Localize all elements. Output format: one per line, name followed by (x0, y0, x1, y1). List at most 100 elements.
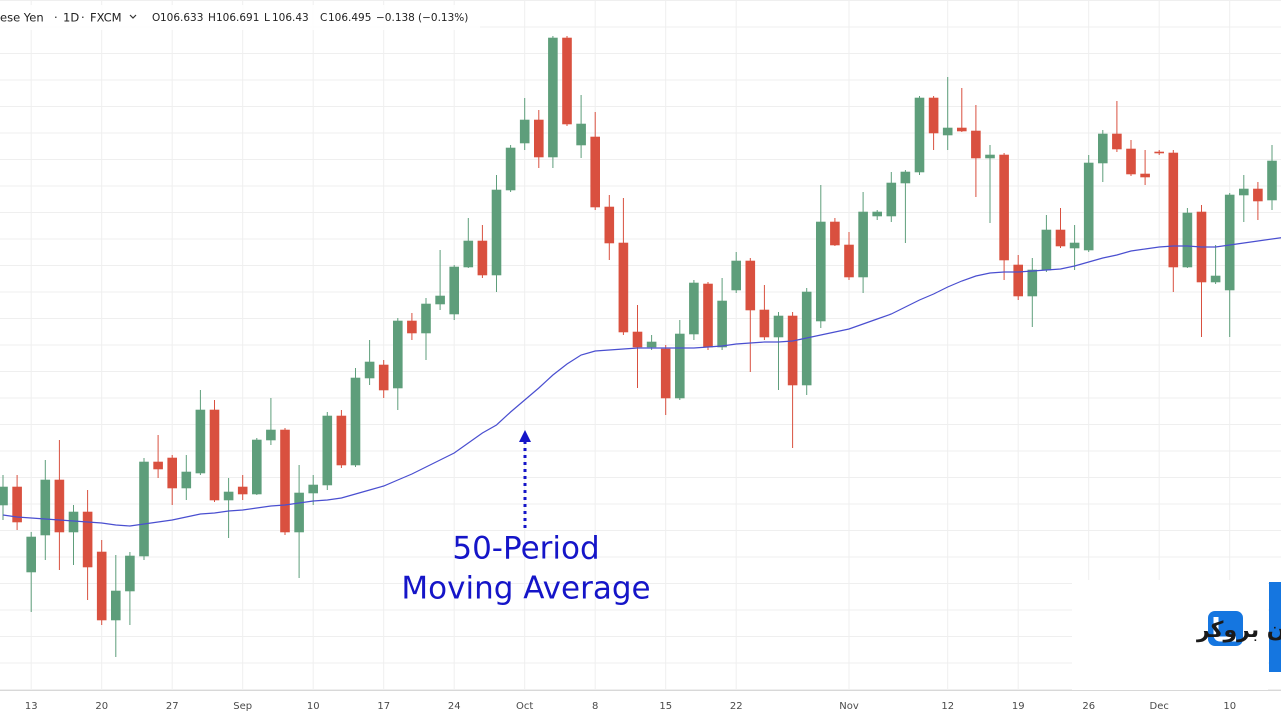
ohlc-letter: H (208, 12, 216, 24)
candle-body (717, 300, 727, 348)
candle-body (223, 491, 234, 501)
x-tick-label: 17 (377, 701, 390, 712)
candle-body (364, 361, 375, 379)
candle-body (252, 439, 262, 495)
x-tick-label: 20 (95, 701, 108, 712)
x-tick-label: 27 (166, 701, 179, 712)
logo-mark (1213, 617, 1236, 642)
ohlc-value: 106.691 (216, 12, 259, 24)
candle-body (886, 182, 897, 217)
candle-body (787, 315, 798, 386)
candle-body (1126, 148, 1136, 175)
x-tick-label: 10 (1223, 701, 1236, 712)
ohlc-letter: L (264, 12, 270, 24)
x-tick-label: 13 (25, 701, 38, 712)
candle-body (40, 479, 51, 536)
candle-body (914, 97, 925, 173)
candle-body (392, 320, 403, 389)
candle-body (1112, 133, 1122, 150)
candle-body (1069, 242, 1080, 249)
candle-body (858, 211, 868, 278)
x-tick-label: 26 (1082, 701, 1095, 712)
candle-body (1210, 275, 1221, 283)
x-tick-label: Dec (1150, 701, 1169, 712)
candle-body (1013, 264, 1024, 297)
candle-body (153, 461, 163, 470)
watermark-text: لیان بروکر (1196, 618, 1281, 643)
candle-body (703, 283, 713, 348)
x-tick-label: 15 (659, 701, 672, 712)
candle-body (815, 221, 826, 322)
candle-body (12, 486, 22, 523)
candle-body (435, 295, 445, 305)
candle-body (96, 551, 107, 621)
candle-body (604, 206, 615, 244)
moving-average-line (2, 237, 1281, 527)
candle-body (985, 154, 995, 159)
candle-body (26, 536, 37, 573)
candle-body (1182, 212, 1193, 268)
candle-body (1027, 269, 1038, 297)
candle-body (1041, 229, 1052, 271)
candle-body (167, 457, 177, 489)
candle-body (872, 211, 883, 217)
separator: · (81, 11, 85, 25)
x-tick-label: Nov (839, 701, 859, 712)
interval: 1D (63, 11, 79, 25)
candle-body (1098, 133, 1108, 164)
candle-body (54, 479, 65, 533)
candle-body (111, 590, 121, 621)
x-tick-label: 19 (1012, 701, 1025, 712)
candle-body (505, 147, 516, 191)
annotation-arrowhead (519, 430, 531, 442)
candle-body (759, 309, 770, 338)
candle-body (956, 127, 967, 132)
watermark-bar (1269, 582, 1281, 672)
candle-body (1083, 162, 1094, 251)
ohlc-value: 106.633 (160, 12, 203, 24)
candle-body (237, 486, 248, 495)
candle-body (900, 171, 911, 184)
candle-body (1224, 194, 1235, 291)
candle-body (181, 471, 192, 489)
candle-body (1253, 188, 1263, 202)
candle-body (590, 136, 601, 208)
candle-body (0, 486, 8, 506)
candle-body (745, 260, 756, 311)
candle-body (322, 415, 333, 486)
candle-body (646, 341, 657, 348)
candle-body (68, 511, 79, 533)
candle-body (125, 555, 135, 592)
candle-body (548, 37, 558, 158)
annotation-line: Moving Average (401, 571, 650, 607)
candle-body (674, 333, 685, 399)
candle-body (971, 130, 981, 159)
candle-body (463, 240, 474, 268)
candle-body (1239, 188, 1249, 196)
candle-body (491, 189, 502, 276)
dropdown-icon[interactable] (129, 14, 137, 19)
x-tick-label: 24 (448, 701, 461, 712)
source: FXCM (90, 11, 122, 25)
header: ese Yen · 1D · FXCM O 106.633 H 106.691 L 106… (0, 5, 480, 30)
candle-body (378, 364, 389, 391)
candle-body (1140, 173, 1150, 178)
candle-body (562, 37, 572, 125)
candle-body (928, 97, 939, 134)
candle-body (294, 492, 304, 533)
ohlc-value: 106.43 (272, 12, 309, 24)
candle-body (1168, 152, 1179, 268)
candle-body (350, 377, 361, 466)
candle-body (1154, 151, 1164, 154)
candle-body (660, 348, 671, 399)
candle-body (82, 511, 93, 568)
candle-body (519, 119, 530, 144)
candle-body (618, 242, 629, 333)
candle-body (139, 461, 149, 557)
separator: · (54, 11, 58, 25)
candle-body (407, 320, 417, 334)
x-tick-label: 12 (941, 701, 954, 712)
candle-body (999, 154, 1009, 261)
candle-body (209, 409, 220, 501)
candle-body (731, 260, 742, 291)
